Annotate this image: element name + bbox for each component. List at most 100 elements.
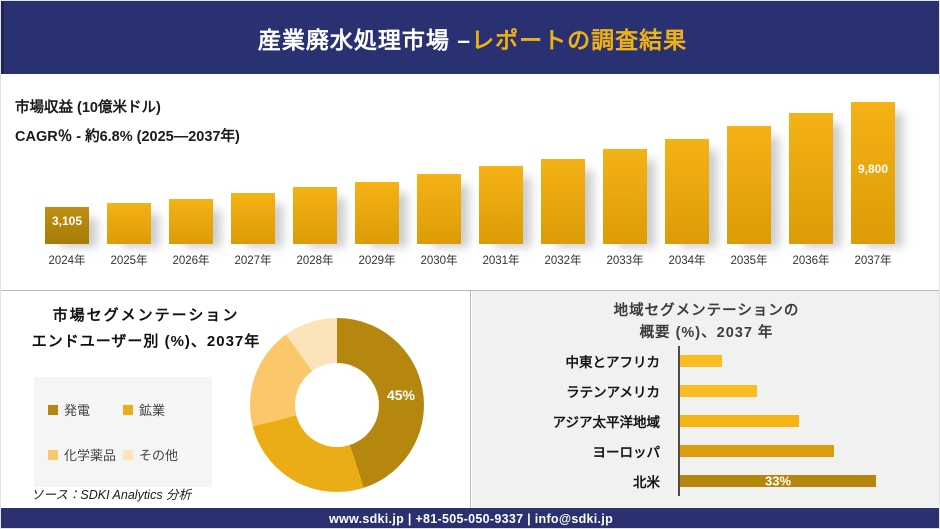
year-axis-label: 2029年	[358, 255, 396, 267]
year-axis-label: 2034年	[668, 255, 706, 267]
region-bar-ヨーロッパ	[680, 445, 834, 457]
legend-item-化学薬品: 化学薬品	[48, 445, 123, 464]
footer-contact-text: www.sdki.jp | +81-505-050-9337 | info@sd…	[328, 512, 614, 526]
region-bar-北米: 33%	[680, 473, 876, 489]
revenue-chart-section: 市場収益 (10億米ドル) CAGR％ - 約6.8% (2025―2037年)…	[1, 74, 939, 290]
year-axis-label: 2025年	[110, 255, 148, 267]
revenue-bar-2025年	[107, 203, 151, 244]
region-row-ヨーロッパ: ヨーロッパ	[472, 436, 939, 466]
revenue-bar-column: 2026年	[169, 96, 213, 267]
revenue-bar-column: 2027年	[231, 96, 275, 267]
legend-label: 発電	[64, 403, 91, 418]
revenue-bars: 3,105 2024年 2025年 2026年 2027年 2028年 2029年 2030年…	[45, 96, 895, 267]
region-title-line2: 概要 (%)、2037 年	[639, 325, 774, 341]
revenue-bar-2029年	[355, 182, 399, 244]
legend-label: その他	[139, 448, 179, 463]
revenue-bar-2037年: 9,800	[851, 102, 895, 244]
page-title-main: 産業廃水処理市場 –	[257, 26, 472, 53]
year-axis-label: 2033年	[606, 255, 644, 267]
revenue-bar-column: 2028年	[293, 96, 337, 267]
legend-item-その他: その他	[123, 445, 198, 464]
revenue-bar-2028年	[293, 187, 337, 244]
page-title: 産業廃水処理市場 –レポートの調査結果	[258, 21, 687, 55]
region-bar-track	[680, 385, 939, 397]
year-axis-label: 2031年	[482, 255, 520, 267]
year-axis-label: 2024年	[48, 255, 86, 267]
year-axis-label: 2037年	[854, 255, 892, 267]
footer-banner: www.sdki.jp | +81-505-050-9337 | info@sd…	[1, 508, 939, 528]
region-label: 中東とアフリカ	[565, 355, 661, 370]
region-bar-track	[680, 415, 939, 427]
revenue-bar-2033年	[603, 149, 647, 244]
legend-label: 鉱業	[139, 403, 166, 418]
region-label: ヨーロッパ	[592, 445, 661, 460]
legend-item-鉱業: 鉱業	[123, 400, 198, 419]
enduser-donut-chart: 45%	[250, 318, 424, 492]
year-axis-label: 2035年	[730, 255, 768, 267]
revenue-bar-2024年: 3,105	[45, 207, 89, 244]
revenue-bar-2034年	[665, 139, 709, 244]
year-axis-label: 2028年	[296, 255, 334, 267]
region-bar-中東とアフリカ	[680, 355, 722, 367]
revenue-bar-column: 2035年	[727, 96, 771, 267]
year-axis-label: 2027年	[234, 255, 272, 267]
revenue-bar-column: 2033年	[603, 96, 647, 267]
legend-item-発電: 発電	[48, 400, 123, 419]
revenue-bar-column: 2029年	[355, 96, 399, 267]
revenue-value-label-first: 3,105	[51, 214, 83, 228]
region-bar-アジア太平洋地域	[680, 415, 799, 427]
region-segmentation-panel: 地域セグメンテーションの 概要 (%)、2037 年 中東とアフリカ ラテンアメリ…	[472, 291, 939, 509]
legend-swatch-icon	[48, 449, 58, 460]
revenue-cagr-label: CAGR％ - 約6.8% (2025―2037年)	[15, 129, 240, 145]
revenue-bar-column: 2031年	[479, 96, 523, 267]
region-row-中東とアフリカ: 中東とアフリカ	[472, 346, 939, 376]
segmentation-title-line1: 市場セグメンテーション	[52, 307, 240, 324]
revenue-bar-2026年	[169, 199, 213, 244]
region-row-アジア太平洋地域: アジア太平洋地域	[472, 406, 939, 436]
region-bar-track	[680, 355, 939, 367]
region-value-label: 33%	[764, 473, 792, 489]
revenue-bar-column: 2030年	[417, 96, 461, 267]
revenue-bar-column: 2025年	[107, 96, 151, 267]
revenue-bar-column: 9,800 2037年	[851, 96, 895, 267]
region-row-北米: 北米 33%	[472, 466, 939, 496]
revenue-bar-2036年	[789, 113, 833, 244]
region-bar-track	[680, 445, 939, 457]
revenue-bar-column: 2034年	[665, 96, 709, 267]
region-bar-ラテンアメリカ	[680, 385, 757, 397]
revenue-bar-column: 2036年	[789, 96, 833, 267]
legend-swatch-icon	[48, 404, 58, 415]
region-bars: 中東とアフリカ ラテンアメリカアジア太平洋地域ヨーロッパ北米 33%	[472, 346, 939, 496]
revenue-bar-column: 3,105 2024年	[45, 96, 89, 267]
region-row-ラテンアメリカ: ラテンアメリカ	[472, 376, 939, 406]
region-label: アジア太平洋地域	[552, 415, 660, 430]
year-axis-label: 2030年	[420, 255, 458, 267]
segmentation-title-line2: エンドユーザー別 (%)、2037年	[31, 333, 261, 350]
revenue-bar-2032年	[541, 159, 585, 244]
region-label: 北米	[633, 475, 660, 490]
revenue-bar-2027年	[231, 193, 275, 244]
revenue-value-label-last: 9,800	[857, 162, 889, 176]
region-title-line1: 地域セグメンテーションの	[613, 303, 800, 319]
legend-swatch-icon	[123, 404, 133, 415]
revenue-bar-column: 2032年	[541, 96, 585, 267]
page-title-accent: レポートの調査結果	[471, 26, 688, 53]
region-axis-line	[678, 346, 680, 496]
enduser-segmentation-panel: 市場セグメンテーション エンドユーザー別 (%)、2037年 発電 鉱業化学薬品 そ…	[1, 291, 471, 509]
year-axis-label: 2026年	[172, 255, 210, 267]
region-bar-track: 33%	[680, 473, 939, 489]
year-axis-label: 2032年	[544, 255, 582, 267]
header-banner: 産業廃水処理市場 –レポートの調査結果	[1, 1, 939, 74]
revenue-bar-2035年	[727, 126, 771, 244]
revenue-metric-label: 市場収益 (10億米ドル)	[15, 100, 161, 116]
revenue-bar-2031年	[479, 166, 523, 244]
donut-legend: 発電 鉱業化学薬品 その他	[34, 377, 212, 487]
region-label: ラテンアメリカ	[566, 385, 660, 400]
year-axis-label: 2036年	[792, 255, 830, 267]
legend-swatch-icon	[123, 449, 133, 460]
revenue-bar-2030年	[417, 174, 461, 244]
bottom-row: 市場セグメンテーション エンドユーザー別 (%)、2037年 発電 鉱業化学薬品 そ…	[1, 290, 939, 509]
donut-slice-label: 45%	[386, 387, 416, 403]
source-note: ソース：SDKI Analytics 分析	[31, 488, 192, 502]
